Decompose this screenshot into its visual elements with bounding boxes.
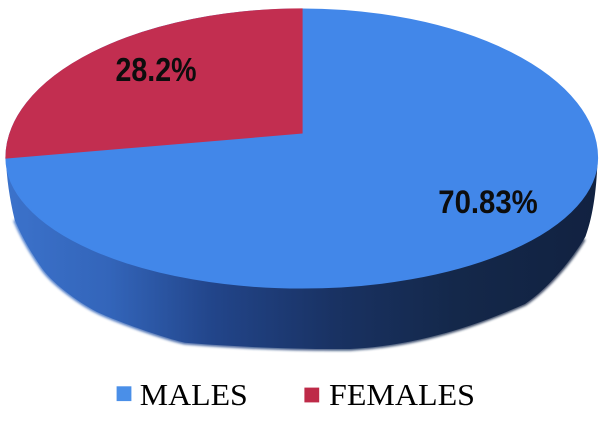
svg-text:28.2%: 28.2% <box>116 52 197 89</box>
svg-text:70.83%: 70.83% <box>438 184 538 220</box>
svg-text:MALES: MALES <box>140 377 248 412</box>
svg-text:FEMALES: FEMALES <box>329 377 475 412</box>
